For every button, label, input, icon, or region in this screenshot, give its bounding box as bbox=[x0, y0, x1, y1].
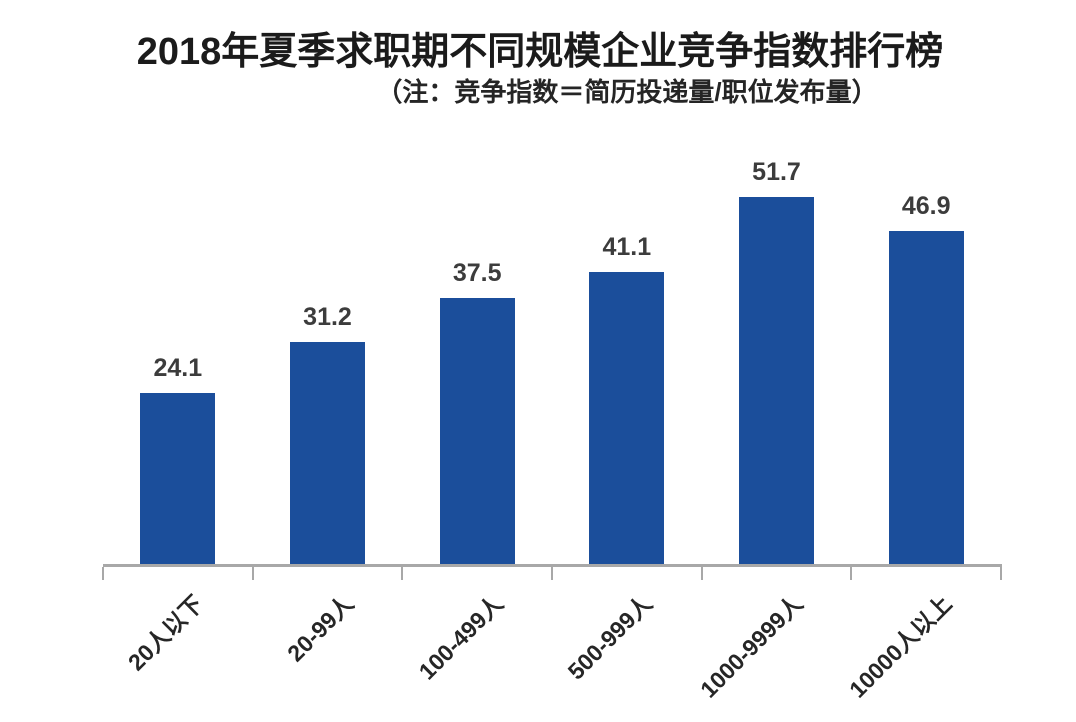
chart-title: 2018年夏季求职期不同规模企业竞争指数排行榜 bbox=[136, 31, 944, 73]
x-axis-tick bbox=[1000, 567, 1002, 580]
bar bbox=[439, 298, 515, 564]
bar bbox=[589, 272, 665, 564]
value-label: 37.5 bbox=[452, 259, 502, 287]
value-label: 51.7 bbox=[752, 158, 801, 186]
value-label: 46.9 bbox=[901, 192, 951, 220]
category-label: 100-499人 bbox=[413, 590, 508, 685]
category-label: 20-99人 bbox=[281, 590, 359, 667]
category-label: 1000-9999人 bbox=[694, 590, 808, 703]
bar bbox=[888, 231, 964, 564]
value-label: 24.1 bbox=[153, 354, 203, 382]
bar bbox=[739, 197, 814, 564]
category-label: 20人以下 bbox=[123, 590, 209, 676]
value-label: 41.1 bbox=[602, 233, 652, 261]
bar bbox=[290, 342, 365, 564]
x-axis-tick bbox=[551, 567, 553, 580]
x-axis-tick bbox=[401, 567, 404, 580]
x-axis-tick bbox=[850, 567, 853, 580]
category-label: 10000人以上 bbox=[844, 590, 957, 703]
x-axis-tick bbox=[700, 567, 703, 580]
category-label: 500-999人 bbox=[563, 590, 658, 685]
value-label: 31.2 bbox=[303, 303, 352, 331]
chart-subtitle: （注：竞争指数＝简历投递量/职位发布量） bbox=[376, 77, 878, 107]
bar bbox=[140, 393, 216, 564]
x-axis-tick bbox=[102, 567, 104, 580]
x-axis-tick bbox=[251, 567, 254, 580]
x-axis-line bbox=[103, 564, 1002, 567]
